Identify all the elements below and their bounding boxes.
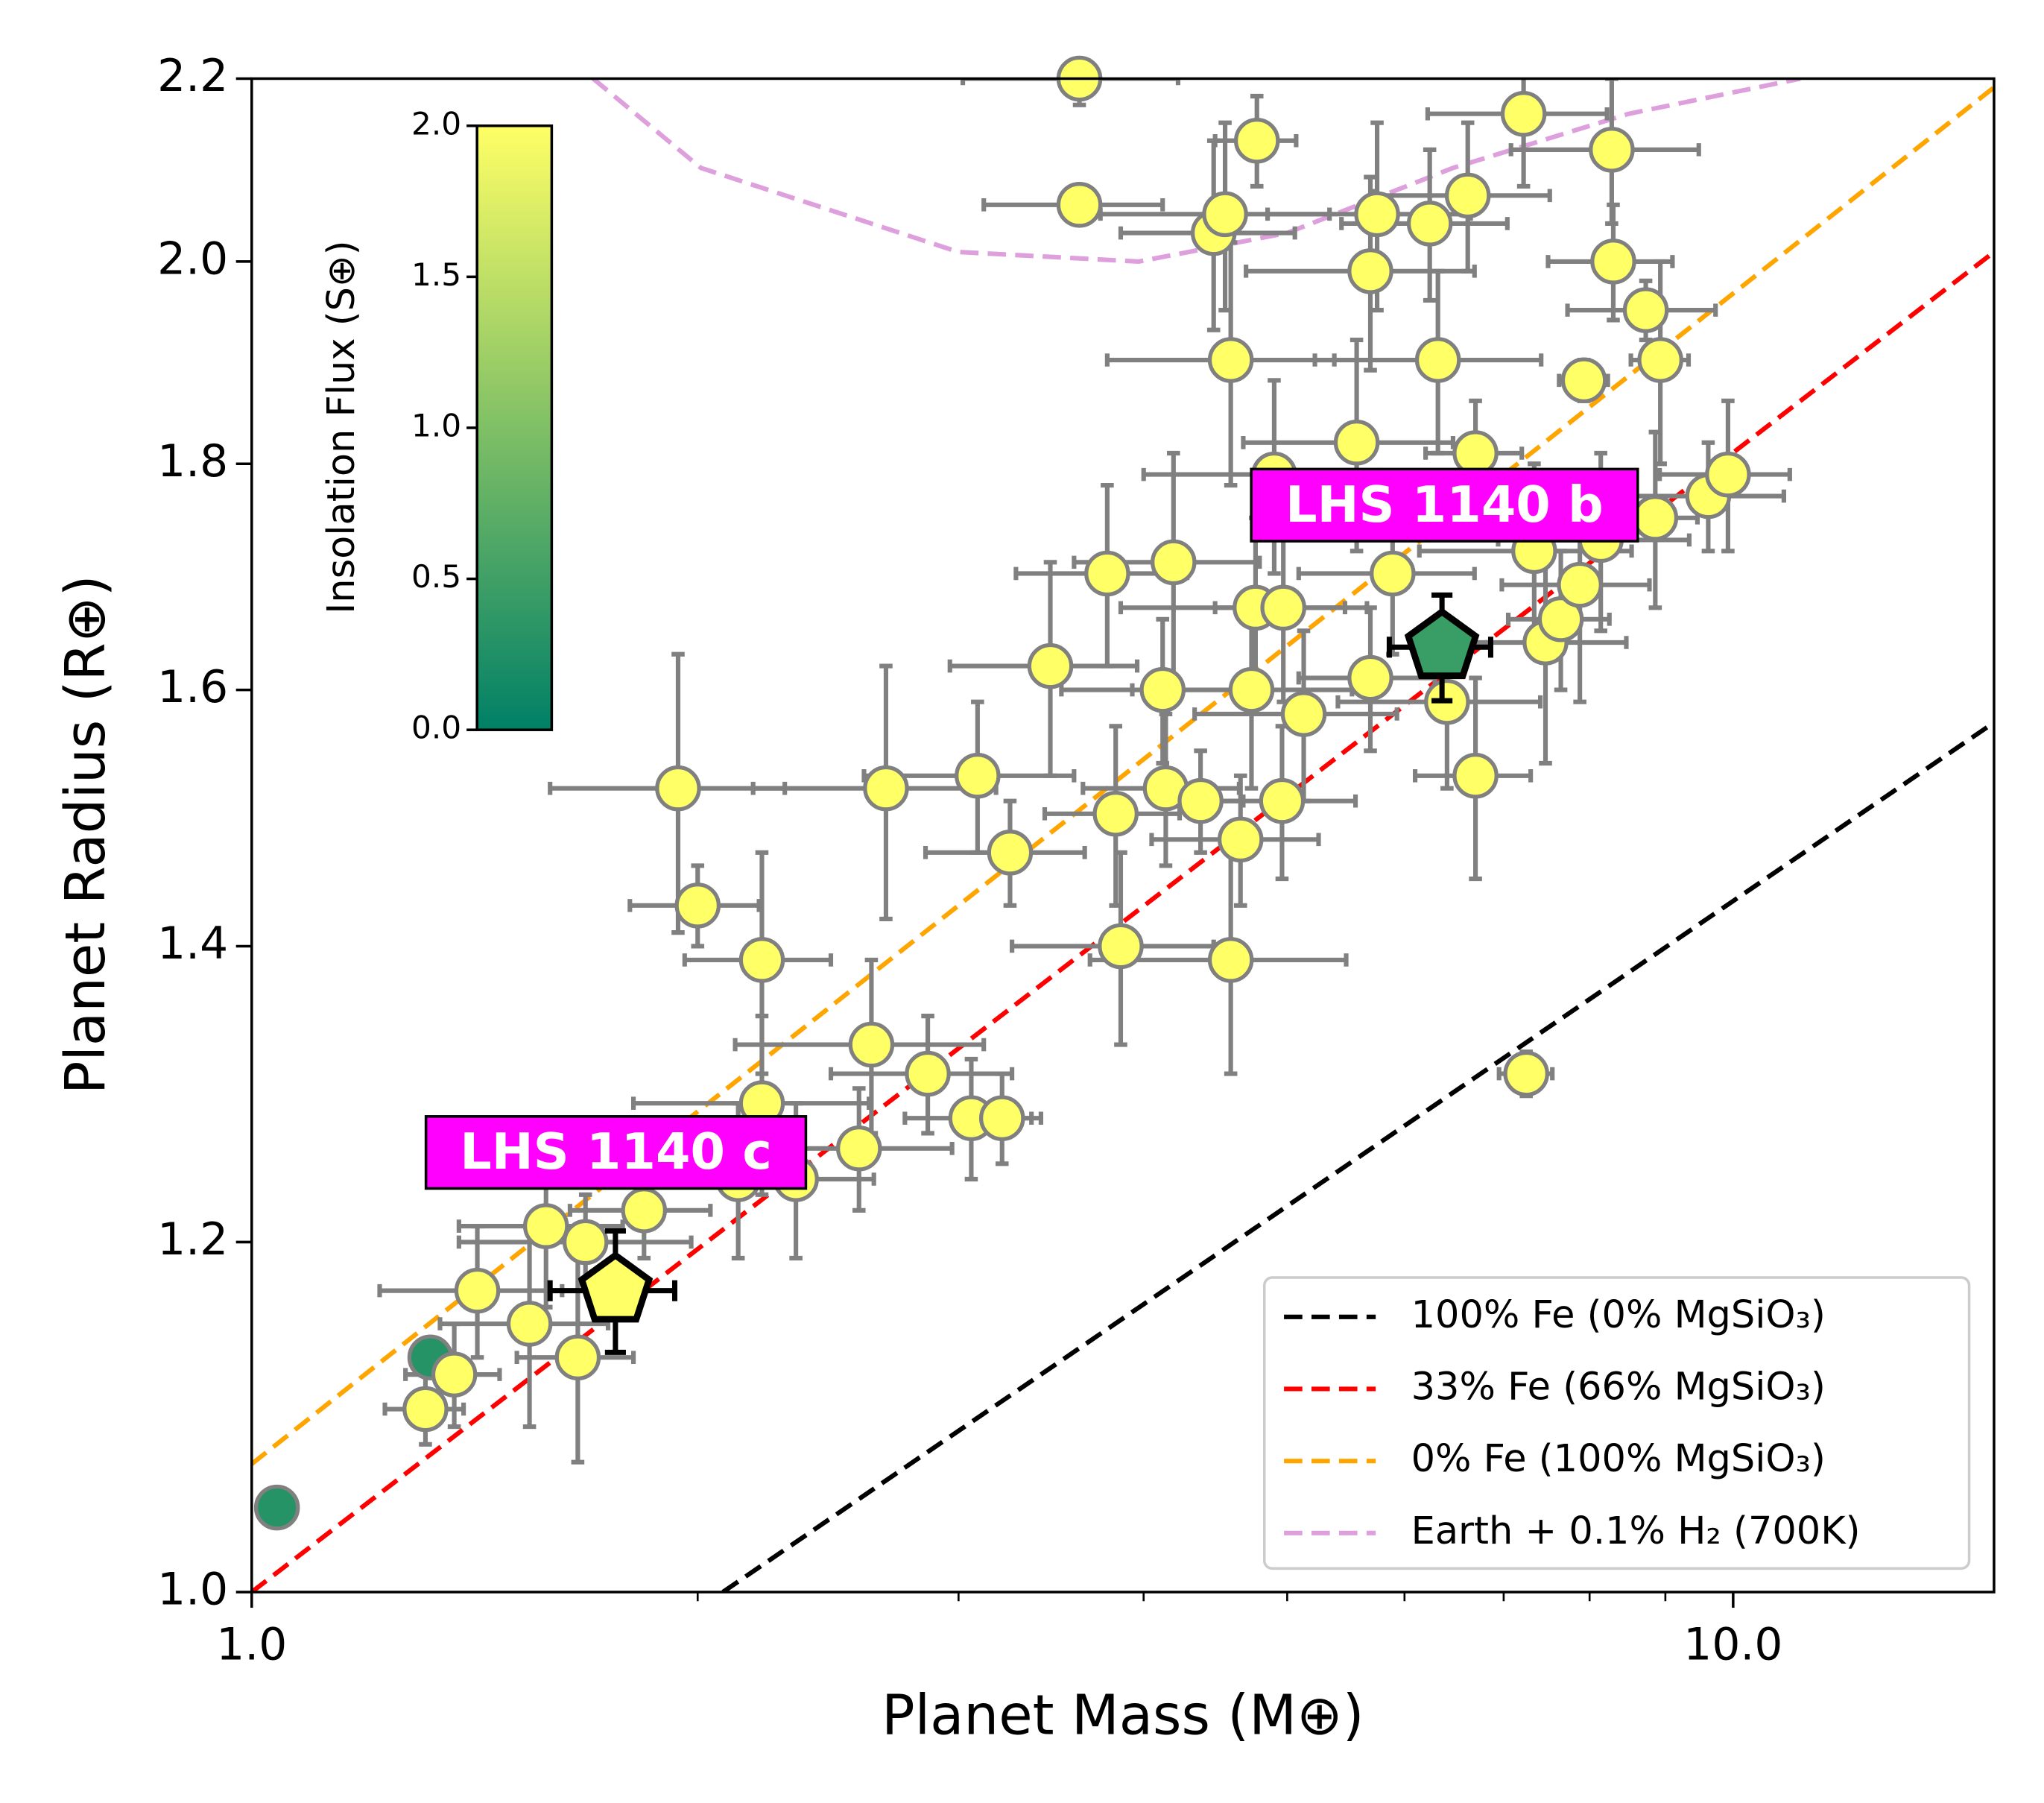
- planet-point: [554, 1334, 601, 1380]
- planet-label: LHS 1140 b: [1285, 476, 1604, 534]
- planet-point: [1347, 654, 1393, 701]
- y-tick-label: 2.0: [157, 234, 228, 285]
- colorbar: [475, 124, 554, 731]
- planet-point: [1589, 127, 1635, 173]
- y-tick-label: 1.0: [157, 1564, 228, 1616]
- planet-point: [1027, 642, 1074, 689]
- planet-point: [506, 1301, 553, 1347]
- planet-label-box: [424, 1115, 808, 1190]
- planet-point: [738, 937, 785, 983]
- planet-point: [1557, 561, 1603, 608]
- planet-point: [1347, 248, 1393, 294]
- planet-point: [1705, 451, 1751, 498]
- planet-point: [1637, 337, 1683, 383]
- planet-point: [1217, 816, 1264, 863]
- planet-point: [1590, 239, 1636, 285]
- planet-point: [1259, 777, 1306, 824]
- planet-point: [1228, 666, 1275, 713]
- planet-point: [621, 1187, 668, 1234]
- planet-point: [1260, 584, 1306, 631]
- planet-point: [454, 1267, 501, 1314]
- x-tick-label: 10.0: [1683, 1619, 1782, 1670]
- planet-point: [1092, 791, 1139, 837]
- planet-point: [1056, 182, 1103, 228]
- planet-label-box: [1250, 467, 1639, 543]
- planet-point: [1233, 117, 1280, 164]
- colorbar-tick-label: 2.0: [411, 105, 461, 142]
- y-tick-label: 1.8: [157, 436, 228, 487]
- colorbar-tick-label: 1.0: [411, 407, 461, 443]
- y-tick-label: 1.4: [157, 918, 228, 970]
- planet-point: [1622, 287, 1669, 333]
- planet-point: [905, 1050, 951, 1097]
- planet-point: [1500, 90, 1547, 137]
- y-tick-label: 1.6: [157, 662, 228, 713]
- y-tick-label: 1.2: [157, 1214, 228, 1266]
- planet-point: [1354, 191, 1400, 238]
- planet-point: [1414, 337, 1461, 383]
- legend-label: Earth + 0.1% H₂ (700K): [1411, 1509, 1861, 1553]
- colorbar-tick-label: 0.5: [411, 558, 461, 595]
- planet-point: [863, 765, 909, 812]
- planet-point: [1537, 596, 1584, 642]
- legend-label: 0% Fe (100% MgSiO₃): [1411, 1437, 1826, 1481]
- planet-point: [848, 1021, 895, 1068]
- highlighted-planet: [578, 1251, 654, 1323]
- highlighted-planet: [1404, 607, 1480, 680]
- planet-point: [402, 1386, 449, 1433]
- planet-point: [1084, 550, 1130, 597]
- planet-point: [1632, 495, 1679, 541]
- y-axis-label: Planet Radius (R⊕): [54, 575, 118, 1094]
- planet-point: [1333, 420, 1380, 466]
- planet-point: [253, 1484, 300, 1531]
- planet-point: [431, 1351, 478, 1398]
- planet-point: [1207, 337, 1254, 383]
- planet-label: LHS 1140 c: [460, 1122, 772, 1181]
- colorbar-label: Insolation Flux (S⊕): [320, 240, 364, 613]
- planet-point: [1177, 777, 1224, 824]
- planet-point: [1098, 923, 1144, 970]
- planet-point: [1452, 753, 1499, 799]
- model-line: [721, 720, 1994, 1592]
- planet-point: [955, 753, 1001, 799]
- planet-point: [1503, 1050, 1549, 1097]
- planet-point: [1202, 191, 1248, 238]
- planet-point: [562, 1219, 609, 1266]
- planet-point: [836, 1125, 882, 1172]
- planet-point: [522, 1203, 569, 1249]
- x-axis-label: Planet Mass (M⊕): [882, 1684, 1364, 1748]
- planet-point: [1280, 691, 1327, 737]
- planet-point: [978, 1095, 1025, 1141]
- legend-label: 100% Fe (0% MgSiO₃): [1411, 1293, 1826, 1337]
- planet-point: [1151, 539, 1197, 586]
- planet-point: [1139, 666, 1186, 713]
- overlay: LHS 1140 b LHS 1140 c 0.0 0.5 1.0 1.5 2.0 100% …: [411, 105, 1971, 1570]
- planet-point: [1370, 550, 1416, 597]
- planet-point: [674, 882, 721, 929]
- planet-point: [987, 830, 1034, 876]
- planet-point: [1444, 172, 1491, 219]
- legend-label: 33% Fe (66% MgSiO₃): [1411, 1365, 1826, 1409]
- planet-point: [1560, 357, 1607, 404]
- planet-point: [655, 765, 701, 812]
- planet-point: [1207, 937, 1254, 983]
- legend-box: [1262, 1276, 1971, 1570]
- colorbar-tick-label: 0.0: [411, 710, 461, 746]
- planet-point: [1406, 200, 1453, 247]
- x-error-bar: [961, 78, 1181, 86]
- colorbar-tick-label: 1.5: [411, 256, 461, 293]
- x-tick-label: 1.0: [216, 1619, 287, 1670]
- axes-frame: [250, 77, 1996, 1594]
- y-tick-label: 2.2: [157, 51, 228, 102]
